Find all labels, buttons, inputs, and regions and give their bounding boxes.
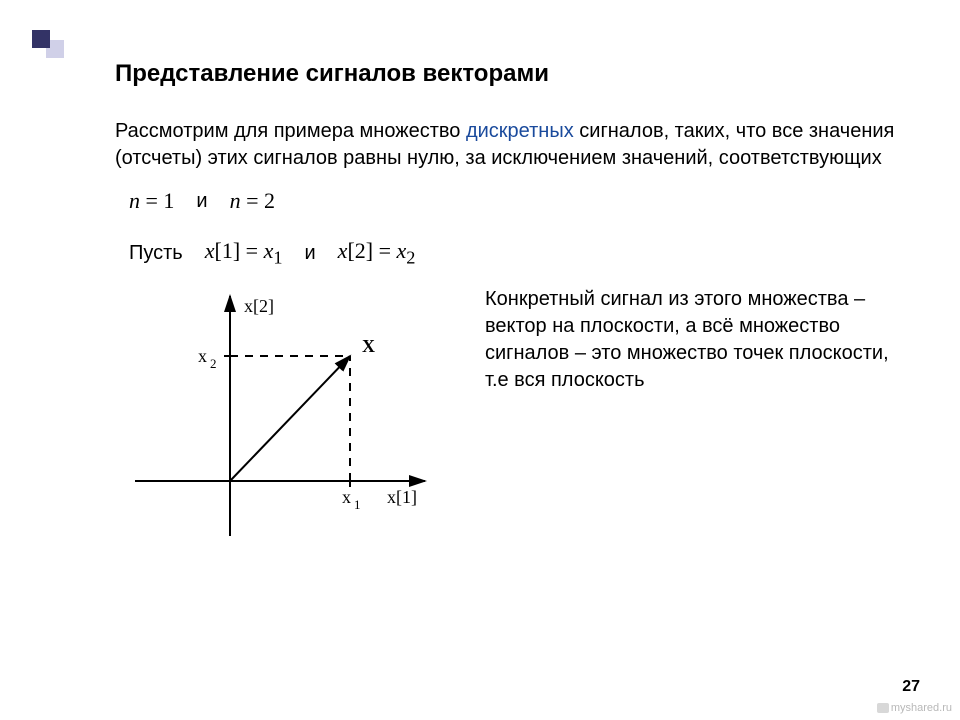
para1-pre: Рассмотрим для примера множество (115, 120, 466, 142)
watermark: myshared.ru (877, 702, 952, 714)
side-text: Конкретный сигнал из этого множества – в… (485, 286, 900, 394)
svg-text:x[1]: x[1] (387, 487, 417, 507)
svg-text:X: X (362, 336, 375, 356)
svg-text:x: x (198, 346, 207, 366)
vector-diagram: x[2]x[1]x2x1X (115, 286, 445, 551)
lower-section: x[2]x[1]x2x1X Конкретный сигнал из этого… (115, 286, 900, 551)
formula-n2: n = 2 (230, 188, 275, 214)
paragraph-1: Рассмотрим для примера множество дискрет… (115, 118, 900, 172)
and-2: и (305, 242, 316, 265)
svg-text:x[2]: x[2] (244, 296, 274, 316)
para1-discrete: дискретных (466, 120, 574, 142)
svg-text:2: 2 (210, 356, 217, 371)
equation-line-2: Пусть x[1] = x1 и x[2] = x2 (129, 238, 900, 268)
page-number: 27 (902, 678, 920, 696)
let-label: Пусть (129, 242, 183, 265)
formula-n1: n = 1 (129, 188, 174, 214)
watermark-text: myshared.ru (891, 702, 952, 714)
square-dark (32, 30, 50, 48)
svg-text:x: x (342, 487, 351, 507)
svg-text:1: 1 (354, 497, 361, 512)
watermark-icon (877, 703, 889, 713)
slide-title: Представление сигналов векторами (115, 60, 900, 88)
formula-x2: x[2] = x2 (338, 238, 416, 268)
slide-content: Представление сигналов векторами Рассмот… (115, 60, 900, 551)
formula-x1: x[1] = x1 (205, 238, 283, 268)
equation-line-1: n = 1 и n = 2 (129, 188, 900, 214)
and-1: и (196, 190, 207, 213)
